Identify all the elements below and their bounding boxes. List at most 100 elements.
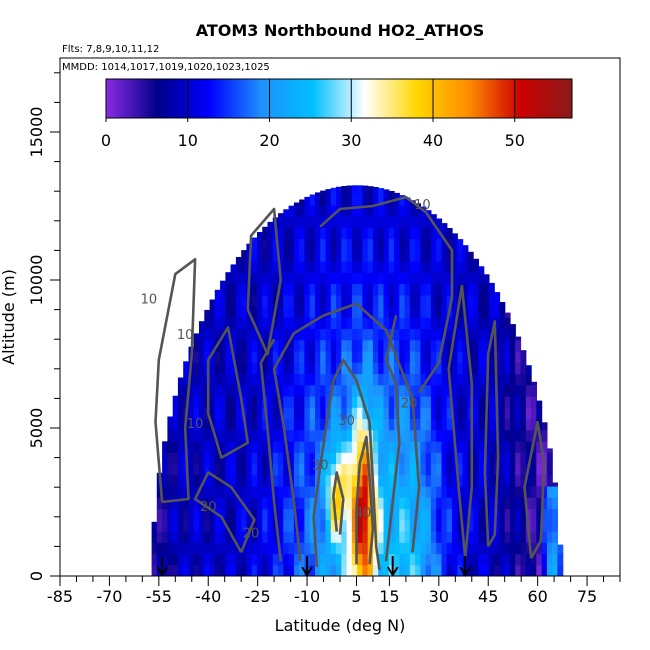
x-tick-label: 60 — [527, 587, 547, 606]
heatmap-cell — [504, 452, 511, 465]
heatmap-cell — [267, 306, 274, 318]
heatmap-cell — [531, 564, 537, 576]
heatmap-cell — [536, 463, 543, 476]
heatmap-cell — [404, 564, 411, 576]
heatmap-cell — [520, 407, 527, 420]
heatmap-cell — [230, 441, 237, 453]
heatmap-cell — [235, 508, 242, 521]
heatmap-cell — [404, 328, 411, 341]
heatmap-cell — [546, 497, 553, 510]
heatmap-cell — [177, 452, 184, 465]
heatmap-cell — [214, 373, 221, 386]
heatmap-cell — [251, 542, 258, 555]
heatmap-cell — [473, 486, 479, 498]
heatmap-cell — [188, 474, 195, 487]
heatmap-cell — [299, 328, 306, 341]
heatmap-cell — [225, 564, 232, 576]
heatmap-cell — [304, 497, 311, 510]
heatmap-cell — [425, 317, 432, 330]
heatmap-cell — [404, 306, 411, 318]
heatmap-cell — [204, 463, 211, 476]
heatmap-cell — [362, 317, 369, 330]
heatmap-cell — [452, 508, 458, 521]
heatmap-cell — [446, 463, 453, 476]
heatmap-cell — [188, 429, 195, 442]
heatmap-cell — [262, 553, 269, 566]
heatmap-cell — [504, 362, 511, 375]
heatmap-cell — [209, 384, 216, 397]
heatmap-cell — [457, 452, 464, 465]
heatmap-cell — [378, 441, 385, 453]
heatmap-cell — [404, 238, 411, 251]
heatmap-cell — [372, 474, 379, 487]
heatmap-cell — [357, 294, 363, 307]
heatmap-cell — [320, 272, 327, 285]
heatmap-cell — [230, 407, 237, 420]
contour-line — [483, 320, 500, 548]
heatmap-cell — [515, 542, 522, 555]
heatmap-cell — [351, 238, 358, 251]
heatmap-cell — [241, 272, 248, 285]
heatmap-cell — [304, 418, 311, 431]
heatmap-cell — [225, 474, 232, 487]
heatmap-cell — [415, 429, 421, 442]
heatmap-cell — [383, 373, 390, 386]
heatmap-cell — [209, 328, 216, 341]
heatmap-cell — [230, 463, 237, 476]
heatmap-cell — [372, 328, 379, 341]
heatmap-cell — [267, 227, 274, 240]
contour-line — [384, 315, 401, 562]
heatmap-cell — [399, 204, 406, 217]
heatmap-cell — [220, 384, 226, 397]
heatmap-cell — [204, 486, 211, 498]
heatmap-cell — [409, 429, 416, 442]
heatmap-cell — [362, 429, 369, 442]
heatmap-cell — [257, 418, 263, 431]
heatmap-cell — [209, 396, 216, 408]
heatmap-cell — [278, 249, 284, 262]
heatmap-cell — [515, 508, 522, 521]
heatmap-cell — [341, 508, 348, 521]
heatmap-cell — [309, 474, 316, 487]
heatmap-cell — [399, 339, 406, 352]
heatmap-cell — [283, 497, 290, 510]
heatmap-cell — [330, 249, 337, 262]
heatmap-cell — [288, 362, 295, 375]
heatmap-cell — [351, 553, 358, 566]
heatmap-cell — [293, 373, 300, 386]
heatmap-cell — [378, 396, 385, 408]
heatmap-cell — [309, 452, 316, 465]
heatmap-cell — [362, 283, 369, 296]
heatmap-cell — [336, 261, 342, 273]
heatmap-cell — [404, 249, 411, 262]
heatmap-cell — [262, 249, 269, 262]
heatmap-cell — [214, 362, 221, 375]
heatmap-cell — [404, 272, 411, 285]
heatmap-cell — [510, 486, 516, 498]
heatmap-cell — [499, 328, 506, 341]
heatmap-cell — [293, 283, 300, 296]
heatmap-cell — [220, 283, 226, 296]
heatmap-cell — [520, 508, 527, 521]
heatmap-cell — [399, 486, 406, 498]
heatmap-cell — [357, 317, 363, 330]
heatmap-cell — [315, 542, 321, 555]
heatmap-cell — [420, 497, 427, 510]
heatmap-cell — [257, 384, 263, 397]
heatmap-cell — [430, 272, 437, 285]
heatmap-cell — [230, 373, 237, 386]
heatmap-cell — [299, 407, 306, 420]
heatmap-cell — [446, 339, 453, 352]
heatmap-cell — [251, 306, 258, 318]
heatmap-cell — [478, 564, 485, 576]
heatmap-cell — [188, 542, 195, 555]
heatmap-cell — [241, 396, 248, 408]
heatmap-cell — [320, 328, 327, 341]
heatmap-cell — [272, 542, 279, 555]
heatmap-cell — [420, 441, 427, 453]
heatmap-cell — [483, 328, 490, 341]
heatmap-cell — [383, 407, 390, 420]
heatmap-cell — [367, 407, 374, 420]
heatmap-cell — [378, 216, 385, 228]
heatmap-cell — [257, 497, 263, 510]
